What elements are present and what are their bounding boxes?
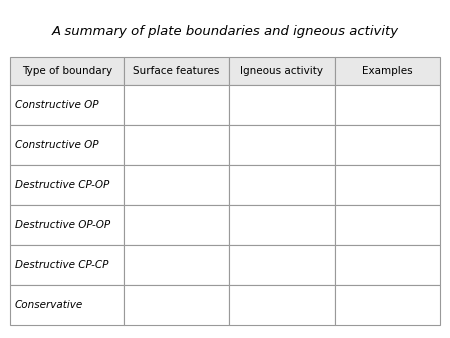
Text: Type of boundary: Type of boundary [22,66,112,76]
Bar [124,285,230,325]
Text: Surface features: Surface features [134,66,220,76]
Bar [10,57,124,85]
Bar [335,205,440,245]
Text: Destructive OP-OP: Destructive OP-OP [15,220,110,230]
Bar [230,57,335,85]
Bar [335,245,440,285]
Bar [124,85,230,125]
Bar [124,205,230,245]
Bar [10,125,124,165]
Text: Conservative: Conservative [15,300,83,310]
Bar [10,85,124,125]
Bar [124,245,230,285]
Bar [335,85,440,125]
Bar [124,165,230,205]
Text: Constructive OP: Constructive OP [15,140,99,150]
Bar [230,125,335,165]
Bar [124,57,230,85]
Bar [10,165,124,205]
Bar [230,205,335,245]
Text: Destructive CP-OP: Destructive CP-OP [15,180,109,190]
Text: Constructive OP: Constructive OP [15,100,99,110]
Text: A summary of plate boundaries and igneous activity: A summary of plate boundaries and igneou… [51,25,399,39]
Text: Igneous activity: Igneous activity [240,66,324,76]
Bar [10,205,124,245]
Bar [335,125,440,165]
Bar [230,165,335,205]
Bar [335,285,440,325]
Bar [124,125,230,165]
Bar [10,245,124,285]
Text: Examples: Examples [362,66,413,76]
Text: Destructive CP-CP: Destructive CP-CP [15,260,108,270]
Bar [10,285,124,325]
Bar [230,245,335,285]
Bar [230,285,335,325]
Bar [335,165,440,205]
Bar [230,85,335,125]
Bar [335,57,440,85]
